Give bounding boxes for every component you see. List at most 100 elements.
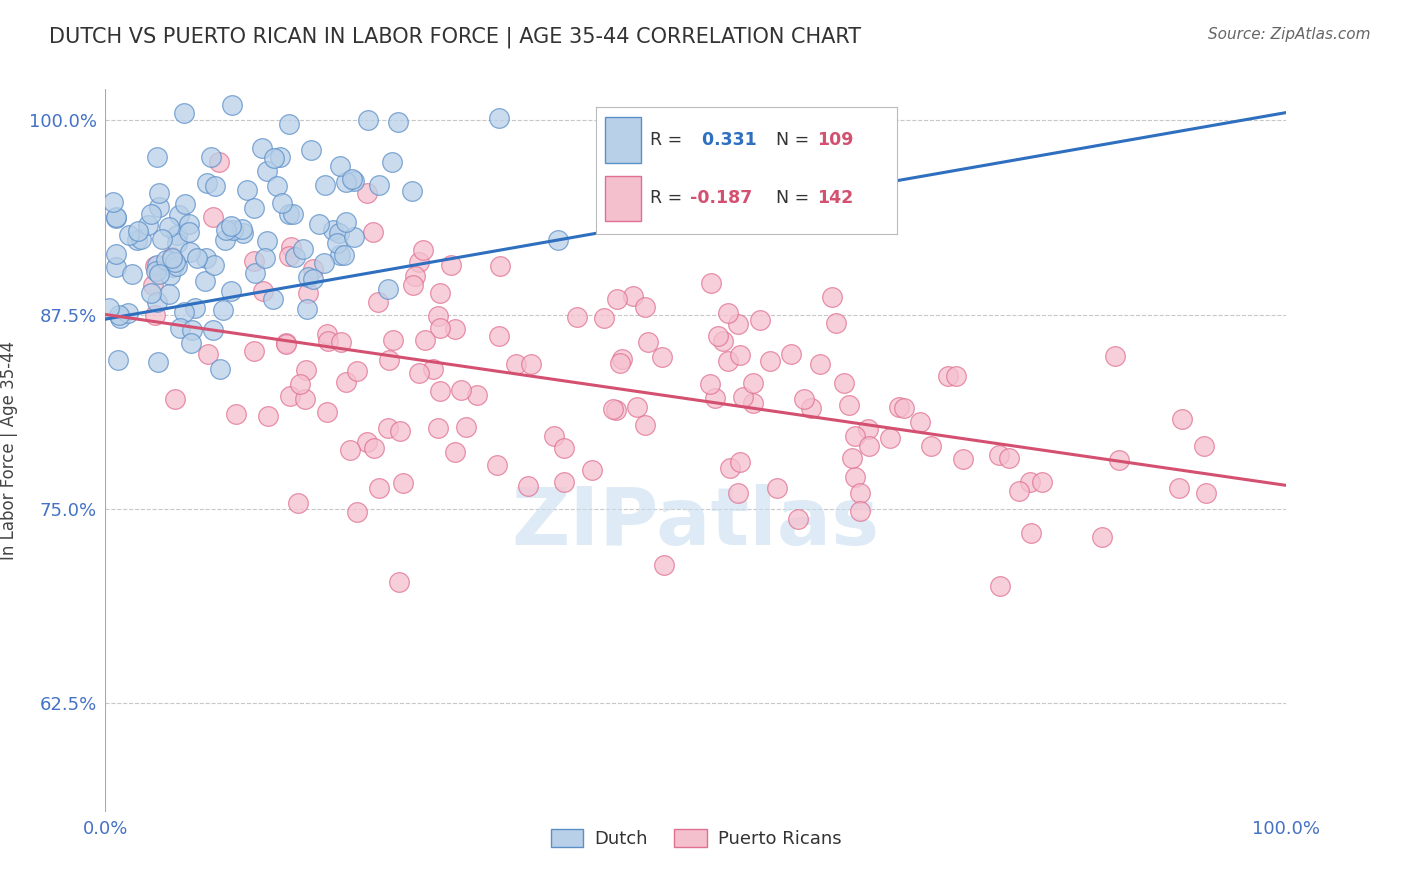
Point xyxy=(858,439,880,453)
Point xyxy=(412,243,434,257)
Point xyxy=(699,377,721,392)
Point xyxy=(543,428,565,442)
Point xyxy=(294,392,316,406)
Point xyxy=(602,402,624,417)
Point xyxy=(392,476,415,491)
Y-axis label: In Labor Force | Age 35-44: In Labor Force | Age 35-44 xyxy=(0,341,18,560)
Point xyxy=(280,240,302,254)
Point xyxy=(177,217,200,231)
Point xyxy=(592,311,614,326)
Point xyxy=(302,262,325,277)
Point xyxy=(195,176,218,190)
Point xyxy=(195,251,218,265)
Point xyxy=(838,398,860,412)
Point xyxy=(408,366,430,380)
Point xyxy=(232,226,254,240)
Point xyxy=(339,443,361,458)
Point xyxy=(215,223,238,237)
Point xyxy=(221,97,243,112)
Point xyxy=(243,253,266,268)
Point xyxy=(402,277,425,292)
Point xyxy=(209,362,232,376)
Point xyxy=(825,316,848,330)
Point xyxy=(626,400,648,414)
Point xyxy=(145,264,167,278)
Point xyxy=(609,356,631,370)
Point xyxy=(426,421,449,435)
Point xyxy=(704,392,727,406)
Point xyxy=(117,306,139,320)
Point xyxy=(378,353,401,368)
Point xyxy=(262,292,284,306)
Point xyxy=(429,321,451,335)
Point xyxy=(346,505,368,519)
Point xyxy=(166,228,188,243)
Point xyxy=(834,376,856,390)
Point xyxy=(219,284,242,298)
Point xyxy=(117,227,139,242)
Point xyxy=(547,233,569,247)
Point xyxy=(356,435,378,450)
Point xyxy=(166,235,188,250)
Point xyxy=(155,252,177,267)
Point xyxy=(606,292,628,306)
Point xyxy=(148,200,170,214)
Point xyxy=(173,197,195,211)
Point xyxy=(266,179,288,194)
Point xyxy=(858,422,880,436)
Point xyxy=(765,481,787,495)
Point xyxy=(634,300,657,314)
Point xyxy=(333,248,356,262)
Point xyxy=(879,431,901,445)
Point xyxy=(742,396,765,410)
Point xyxy=(988,578,1011,592)
Point xyxy=(276,336,298,351)
Point xyxy=(361,225,384,239)
Point xyxy=(181,323,204,337)
Point xyxy=(253,251,276,265)
Point xyxy=(278,116,301,130)
Point xyxy=(363,442,385,456)
Point xyxy=(281,207,304,221)
Point xyxy=(145,150,167,164)
Point xyxy=(329,334,352,349)
Point xyxy=(169,321,191,335)
Point xyxy=(368,178,391,193)
Point xyxy=(163,392,186,407)
Point xyxy=(706,329,728,343)
Point xyxy=(377,421,399,435)
Point xyxy=(201,323,224,337)
Point xyxy=(389,424,412,438)
Point xyxy=(104,260,127,275)
Point xyxy=(844,470,866,484)
Point xyxy=(335,376,357,390)
Point xyxy=(329,248,352,262)
Point xyxy=(634,417,657,432)
Point xyxy=(107,352,129,367)
Point xyxy=(651,350,673,364)
Point xyxy=(225,407,247,421)
Point xyxy=(101,194,124,209)
Point xyxy=(404,268,426,283)
Point xyxy=(284,250,307,264)
Point xyxy=(243,201,266,215)
Point xyxy=(294,362,316,376)
Text: ZIPatlas: ZIPatlas xyxy=(512,483,880,562)
Point xyxy=(121,267,143,281)
Point xyxy=(105,211,128,225)
Point xyxy=(157,219,180,234)
Point xyxy=(1031,475,1053,489)
Point xyxy=(325,236,347,251)
Point xyxy=(299,143,322,157)
Point xyxy=(488,111,510,125)
Point xyxy=(200,150,222,164)
Point xyxy=(183,301,205,316)
Point xyxy=(516,479,538,493)
Point xyxy=(367,294,389,309)
Point xyxy=(194,274,217,288)
Point xyxy=(136,218,159,232)
Point xyxy=(245,266,267,280)
Point xyxy=(297,270,319,285)
Point xyxy=(610,351,633,366)
Point xyxy=(167,208,190,222)
